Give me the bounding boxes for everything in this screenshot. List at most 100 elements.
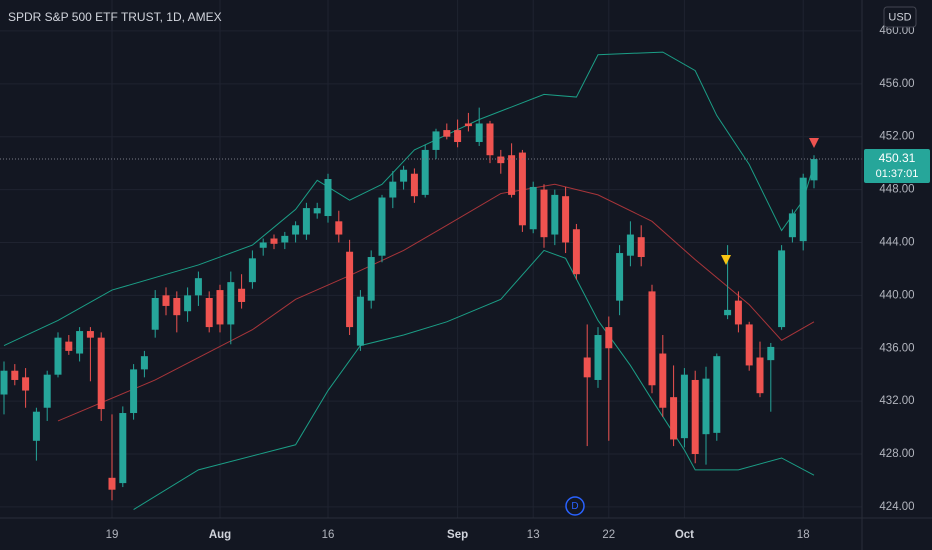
y-tick-label: 444.00 (879, 237, 914, 249)
candle-body (43, 374, 51, 408)
x-tick-label: 18 (797, 529, 810, 541)
candle-body (475, 123, 483, 142)
candle-body (270, 238, 278, 244)
candle-body (529, 186, 537, 230)
candle-body (562, 196, 570, 243)
last-price-box (864, 149, 930, 184)
candle-body (745, 324, 753, 366)
candle-body (421, 149, 429, 195)
candle-body (605, 327, 613, 349)
currency-label[interactable]: USD (888, 11, 911, 23)
signal-marker (721, 255, 731, 265)
candle-body (356, 296, 364, 346)
candle-body (324, 179, 332, 217)
axes: 424.00 428.00 432.00 436.00 440.00 444.00 448.… (106, 25, 930, 541)
candle-body (594, 335, 602, 380)
candle-body (22, 377, 30, 391)
candle-body (108, 477, 116, 490)
y-tick-label: 436.00 (879, 342, 914, 354)
candle-body (616, 253, 624, 301)
grid (0, 0, 862, 518)
candle-body (637, 237, 645, 258)
candle-body (551, 194, 559, 235)
y-tick-label: 432.00 (879, 395, 914, 407)
candle-body (346, 251, 354, 328)
candle-body (389, 181, 397, 198)
candle-body (691, 379, 699, 455)
candle-body (151, 298, 159, 330)
candle-body (410, 173, 418, 197)
x-tick-label: 19 (106, 529, 119, 541)
candle-body (86, 331, 94, 338)
candle-body (302, 208, 310, 235)
candle-body (724, 309, 732, 316)
candle-body (454, 130, 462, 142)
candle-body (65, 341, 73, 351)
candle-body (238, 288, 246, 302)
candle-body (767, 346, 775, 361)
candle-body (497, 156, 505, 164)
y-tick-label: 424.00 (879, 501, 914, 513)
candle-body (292, 225, 300, 235)
currency-button[interactable] (883, 6, 917, 28)
last-price-label: 450.31 (879, 151, 916, 165)
countdown-label: 01:37:01 (876, 168, 919, 180)
x-tick-label: Oct (675, 529, 694, 541)
candle-body (626, 234, 634, 256)
candle-body (670, 397, 678, 440)
candle-body (54, 337, 62, 375)
x-tick-label: Sep (447, 529, 468, 541)
candle-body (680, 374, 688, 439)
y-tick-label: 428.00 (879, 448, 914, 460)
candle-body (713, 356, 721, 433)
dividend-label[interactable]: D (571, 501, 578, 512)
candle-body (810, 159, 818, 181)
x-tick-label: 22 (602, 529, 615, 541)
y-tick-label: 452.00 (879, 131, 914, 143)
x-tick-label: Aug (209, 529, 231, 541)
indicator-line (57, 183, 815, 422)
candle-body (378, 197, 386, 256)
candle-body (799, 177, 807, 242)
candle-body (734, 300, 742, 325)
candle-body (443, 130, 451, 137)
candle-body (119, 413, 127, 484)
candle-body (572, 229, 580, 275)
candle-body (173, 298, 181, 316)
signal-marker (809, 138, 819, 148)
y-tick-label: 456.00 (879, 78, 914, 90)
x-tick-label: 13 (527, 529, 540, 541)
indicator-line (133, 249, 815, 510)
candle-body (756, 357, 764, 394)
candle-body (518, 152, 526, 226)
candle-body (648, 291, 656, 386)
candle-body (540, 189, 548, 238)
candle-body (432, 131, 440, 150)
candle-body (32, 411, 40, 441)
candle-body (313, 208, 321, 214)
candle-body (216, 290, 224, 325)
candle-body (0, 370, 8, 395)
candle-body (76, 331, 84, 354)
candle-body (788, 213, 796, 238)
candle-body (248, 258, 256, 283)
x-tick-label: 16 (322, 529, 335, 541)
candle-body (400, 169, 408, 182)
candle-body (281, 235, 289, 243)
candle-body (702, 378, 710, 435)
candle-body (259, 242, 267, 248)
candles (0, 107, 862, 501)
candle-body (184, 295, 192, 312)
y-tick-label: 448.00 (879, 184, 914, 196)
candle-body (778, 250, 786, 328)
candle-body (227, 282, 235, 325)
dividend-marker[interactable] (565, 496, 585, 516)
candle-body (194, 278, 202, 296)
candle-body (486, 123, 494, 156)
candle-body (130, 369, 138, 414)
y-tick-label: 460.00 (879, 25, 914, 37)
candle-body (659, 353, 667, 408)
candle-body (508, 155, 516, 195)
